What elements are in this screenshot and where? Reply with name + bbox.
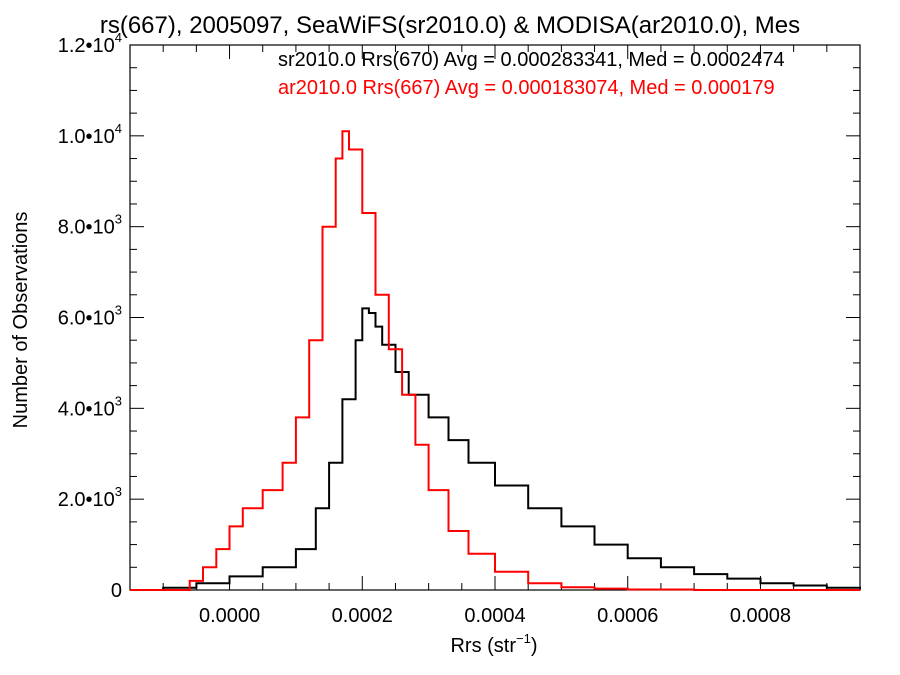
annotation-ar2010: ar2010.0 Rrs(667) Avg = 0.000183074, Med… [278,77,775,99]
x-tick-label: 0.0008 [730,605,791,627]
series-line-ar2010.0 [130,130,860,591]
y-axis-label: Number of Observations [10,212,32,429]
y-tick-label: 1.2•104 [58,30,122,57]
x-axis-ticks: 0.0000 0.0002 0.0004 0.0006 0.0008 [162,45,861,627]
series-layer [130,130,861,591]
plot-border [129,44,861,591]
y-tick-label: 1.0•104 [58,121,122,148]
y-tick-label: 6.0•103 [58,303,122,330]
y-tick-label: 8.0•103 [58,212,122,239]
y-tick-label: 2.0•103 [58,484,122,511]
x-axis-label: Rrs (str−1) [450,631,537,657]
x-tick-label: 0.0002 [332,605,393,627]
x-axis-label-sup: −1 [516,631,531,646]
y-axis-ticks: 0 2.0•103 4.0•103 6.0•103 8.0•103 1.0•104 1.2•… [58,30,860,602]
x-tick-label: 0.0004 [464,605,525,627]
y-tick-label: 0 [111,580,122,602]
x-axis-label-main: Rrs (str [450,635,516,657]
y-tick-label: 4.0•103 [58,393,122,420]
plot-frame [129,44,861,591]
annotation-sr2010: sr2010.0 Rrs(670) Avg = 0.000283341, Med… [278,49,785,71]
x-tick-label: 0.0000 [199,605,260,627]
chart-title: rs(667), 2005097, SeaWiFS(sr2010.0) & MO… [100,12,800,39]
x-tick-label: 0.0006 [597,605,658,627]
x-axis-label-close: ) [531,635,538,657]
series-line-sr2010.0 [130,307,861,591]
